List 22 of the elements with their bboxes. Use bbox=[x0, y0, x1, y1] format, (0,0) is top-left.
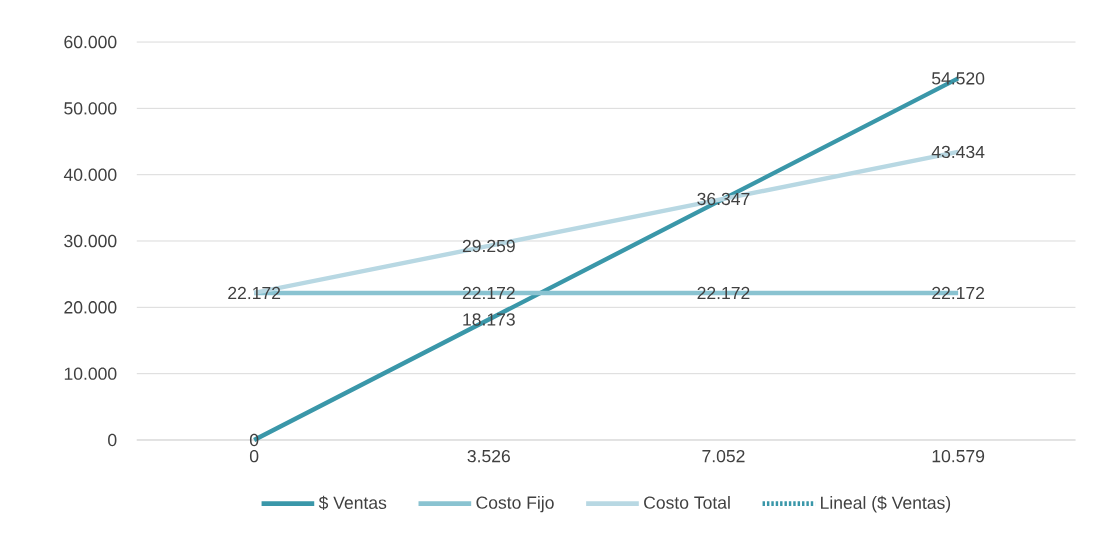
data-label: 0 bbox=[249, 433, 259, 446]
data-label: 22.172 bbox=[228, 286, 281, 299]
x-tick-label: 10.579 bbox=[932, 449, 985, 463]
data-label: 54.520 bbox=[932, 71, 985, 85]
y-tick-label: 50.000 bbox=[64, 101, 117, 115]
data-label: 29.259 bbox=[462, 239, 515, 252]
x-tick-label: 0 bbox=[249, 449, 259, 463]
x-tick-label: 3.526 bbox=[467, 449, 510, 463]
y-tick-label: 40.000 bbox=[63, 168, 117, 181]
y-tick-label: 30.000 bbox=[64, 234, 117, 248]
y-tick-label: 10.000 bbox=[64, 367, 117, 380]
data-label: 43.434 bbox=[931, 145, 985, 158]
legend-label: $ Ventas bbox=[318, 495, 387, 510]
legend-label: Costo Fijo bbox=[476, 495, 554, 513]
y-tick-label: 0 bbox=[108, 433, 117, 446]
data-label: 22.172 bbox=[932, 286, 985, 299]
data-label: 36.347 bbox=[697, 192, 750, 205]
y-tick-label: 20.000 bbox=[64, 300, 117, 314]
legend-label: Costo Total bbox=[644, 495, 730, 509]
y-tick-label: 60.000 bbox=[64, 35, 117, 49]
legend-label: Lineal ($ Ventas) bbox=[821, 495, 951, 513]
x-tick-label: 7.052 bbox=[702, 449, 745, 463]
